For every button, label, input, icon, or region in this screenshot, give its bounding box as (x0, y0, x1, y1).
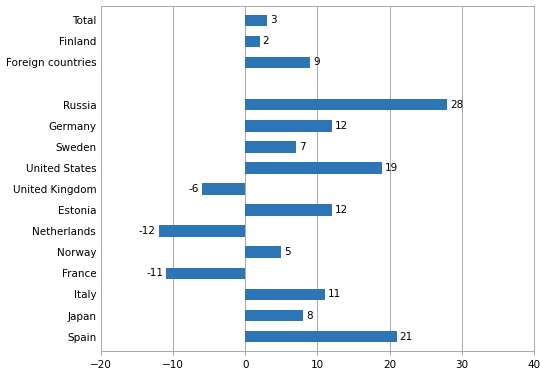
Bar (245, 289, 325, 300)
Bar (245, 310, 303, 321)
Text: 12: 12 (335, 121, 348, 131)
Bar (245, 162, 382, 174)
Bar (245, 36, 260, 47)
Bar (245, 204, 332, 216)
Text: 12: 12 (335, 205, 348, 215)
Text: 19: 19 (385, 163, 399, 173)
Text: 3: 3 (270, 15, 276, 25)
Bar (245, 99, 447, 111)
Bar (245, 15, 267, 26)
Bar (202, 183, 245, 195)
Text: -12: -12 (139, 226, 156, 236)
Text: 11: 11 (328, 290, 341, 299)
Text: 8: 8 (306, 311, 312, 321)
Bar (245, 247, 281, 258)
Bar (245, 120, 332, 132)
Text: 5: 5 (284, 247, 291, 257)
Bar (159, 225, 245, 237)
Text: 7: 7 (299, 142, 305, 152)
Bar (245, 57, 310, 68)
Text: 21: 21 (400, 332, 413, 342)
Text: -11: -11 (146, 268, 163, 278)
Bar (245, 141, 296, 153)
Text: -6: -6 (189, 184, 199, 194)
Text: 2: 2 (263, 36, 269, 46)
Bar (245, 331, 397, 343)
Text: 9: 9 (313, 58, 320, 68)
Text: 28: 28 (450, 100, 464, 110)
Bar (166, 268, 245, 279)
